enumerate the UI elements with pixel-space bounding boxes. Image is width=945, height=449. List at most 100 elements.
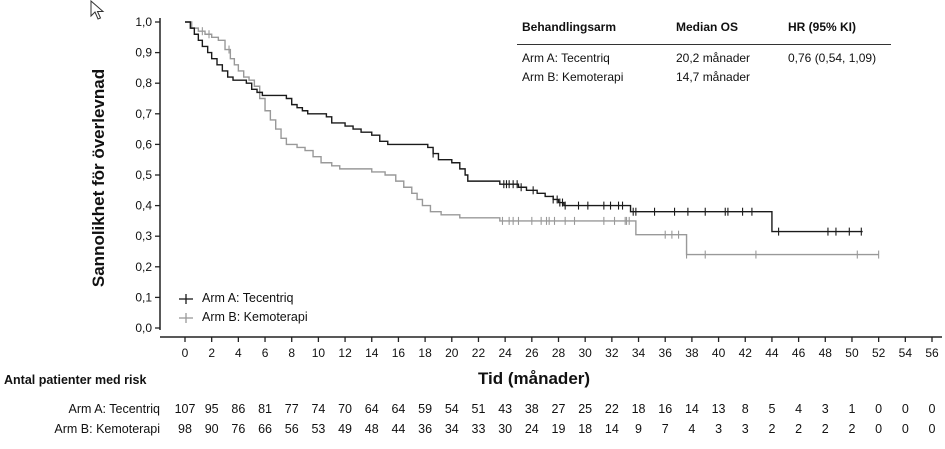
risk-count-arm-b: 33 [471, 422, 486, 436]
y-tick-label: 0,8 [135, 76, 152, 90]
x-tick-label: 12 [338, 346, 352, 360]
km-curve-arm-b [185, 21, 879, 256]
y-axis: 0,0 0,1 0,2 0,3 0,4 0,5 0,6 0,7 0,8 0,9 1,0 [135, 15, 161, 335]
x-tick-label: 42 [739, 346, 753, 360]
summary-divider [517, 44, 891, 45]
x-tick-label: 54 [899, 346, 913, 360]
risk-count-arm-a: 59 [418, 402, 433, 416]
risk-count-arm-a: 64 [364, 402, 379, 416]
x-tick-label: 30 [578, 346, 592, 360]
legend-marker-arm-b [179, 313, 193, 323]
x-tick-label: 18 [418, 346, 432, 360]
y-tick-label: 0,4 [135, 199, 152, 213]
series-layer [185, 21, 880, 259]
y-tick-label: 0,9 [135, 46, 152, 60]
summary-row-b-arm: Arm B: Kemoterapi [522, 70, 624, 84]
risk-count-arm-a: 16 [658, 402, 673, 416]
risk-count-arm-b: 53 [311, 422, 326, 436]
y-tick-label: 0,7 [135, 107, 152, 121]
x-tick-label: 10 [312, 346, 326, 360]
x-tick-label: 32 [605, 346, 619, 360]
risk-count-arm-b: 2 [848, 422, 856, 436]
risk-count-arm-a: 51 [471, 402, 486, 416]
x-tick-label: 48 [819, 346, 833, 360]
summary-header-hr: HR (95% KI) [788, 20, 857, 34]
risk-count-arm-a: 77 [284, 402, 299, 416]
risk-count-arm-b: 3 [741, 422, 749, 436]
x-tick-label: 50 [845, 346, 859, 360]
risk-count-arm-a: 4 [795, 402, 803, 416]
risk-count-arm-a: 0 [928, 402, 936, 416]
risk-count-arm-a: 81 [258, 402, 272, 416]
risk-count-arm-a: 107 [174, 402, 196, 416]
risk-count-arm-b: 49 [338, 422, 353, 436]
risk-count-arm-a: 54 [444, 402, 459, 416]
summary-header-arm: Behandlingsarm [522, 20, 617, 34]
x-tick-label: 34 [632, 346, 646, 360]
legend-label-arm-a: Arm A: Tecentriq [202, 291, 294, 305]
risk-count-arm-a: 38 [524, 402, 539, 416]
risk-count-arm-b: 56 [284, 422, 299, 436]
risk-count-arm-a: 8 [741, 402, 749, 416]
risk-count-arm-b: 2 [768, 422, 776, 436]
x-tick-label: 28 [552, 346, 566, 360]
risk-count-arm-a: 0 [875, 402, 883, 416]
risk-count-arm-b: 30 [498, 422, 513, 436]
summary-row-a-median: 20,2 månader [676, 51, 751, 65]
x-tick-label: 22 [472, 346, 486, 360]
risk-count-arm-b: 90 [204, 422, 219, 436]
x-tick-label: 16 [392, 346, 406, 360]
risk-count-arm-b: 18 [578, 422, 593, 436]
risk-count-arm-a: 3 [821, 402, 829, 416]
x-axis-title: Tid (månader) [478, 369, 590, 388]
x-axis: 0 2 4 6 8 10 12 14 16 18 20 22 24 26 28 30 32 34 36 38 40 42 4… [160, 336, 942, 360]
risk-count-arm-a: 70 [338, 402, 353, 416]
risk-count-arm-a: 0 [901, 402, 909, 416]
y-axis-title: Sannolikhet för överlevnad [89, 69, 108, 287]
risk-count-arm-b: 7 [661, 422, 669, 436]
y-tick-label: 1,0 [135, 15, 152, 29]
risk-count-arm-a: 13 [711, 402, 726, 416]
y-tick-label: 0,2 [135, 260, 152, 274]
summary-row-a-hr: 0,76 (0,54, 1,09) [788, 51, 877, 65]
risk-count-arm-b: 44 [391, 422, 406, 436]
y-tick-label: 0,6 [135, 137, 152, 151]
x-tick-label: 44 [765, 346, 779, 360]
risk-count-arm-a: 27 [551, 402, 566, 416]
risk-count-arm-b: 4 [688, 422, 696, 436]
risk-count-arm-a: 74 [311, 402, 326, 416]
x-tick-label: 4 [235, 346, 242, 360]
risk-count-arm-b: 2 [795, 422, 803, 436]
risk-count-arm-b: 3 [715, 422, 723, 436]
risk-count-arm-a: 22 [604, 402, 619, 416]
risk-count-arm-b: 98 [178, 422, 192, 436]
mouse-cursor-icon [90, 0, 105, 20]
risk-count-arm-b: 66 [258, 422, 272, 436]
risk-row-label-arm-a: Arm A: Tecentriq [68, 402, 160, 416]
x-tick-label: 2 [208, 346, 215, 360]
risk-count-arm-a: 64 [391, 402, 406, 416]
risk-count-arm-b: 0 [901, 422, 909, 436]
x-tick-label: 38 [685, 346, 699, 360]
risk-count-arm-a: 1 [848, 402, 856, 416]
series-arm-b [185, 21, 880, 259]
risk-count-arm-a: 86 [231, 402, 246, 416]
x-tick-label: 52 [872, 346, 886, 360]
risk-count-arm-b: 14 [604, 422, 619, 436]
summary-row-a-arm: Arm A: Tecentriq [522, 51, 610, 65]
risk-count-arm-b: 48 [364, 422, 379, 436]
y-tick-label: 0,3 [135, 229, 152, 243]
risk-count-arm-a: 43 [498, 402, 513, 416]
risk-count-arm-b: 24 [524, 422, 539, 436]
risk-count-arm-a: 95 [204, 402, 219, 416]
summary-header-median: Median OS [676, 20, 739, 34]
risk-count-arm-b: 76 [231, 422, 246, 436]
risk-row-label-arm-b: Arm B: Kemoterapi [54, 422, 160, 436]
x-tick-label: 8 [288, 346, 295, 360]
x-tick-label: 24 [498, 346, 512, 360]
risk-count-arm-b: 2 [821, 422, 829, 436]
legend-marker-arm-a [179, 294, 193, 304]
risk-count-arm-a: 25 [578, 402, 593, 416]
y-tick-label: 0,5 [135, 168, 152, 182]
